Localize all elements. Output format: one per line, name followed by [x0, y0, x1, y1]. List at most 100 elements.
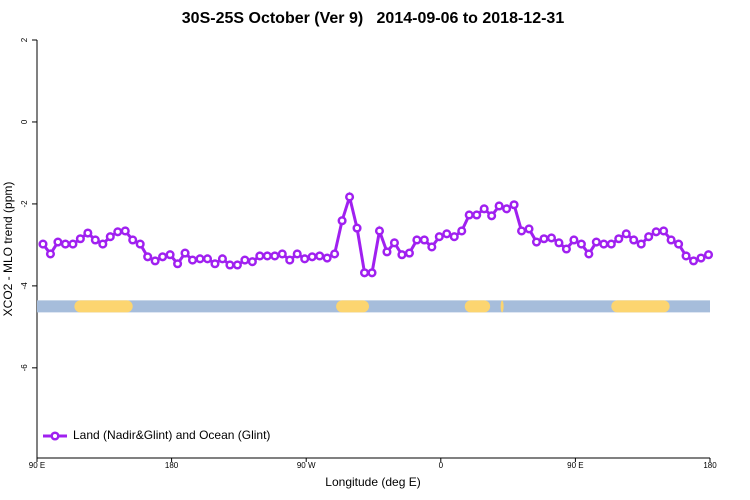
data-point	[479, 204, 489, 214]
data-point	[292, 249, 302, 259]
data-point	[539, 234, 549, 244]
data-point	[389, 238, 399, 248]
x-tick-label: 180	[703, 461, 717, 470]
data-point	[165, 250, 175, 260]
y-tick-label: 2	[20, 37, 29, 42]
legend-marker	[50, 431, 60, 441]
data-point	[53, 237, 63, 247]
y-tick-label: -4	[20, 282, 29, 290]
data-point	[599, 239, 609, 249]
x-tick-label: 180	[165, 461, 179, 470]
data-point	[554, 238, 564, 248]
data-point	[60, 239, 70, 249]
data-point	[374, 226, 385, 236]
data-point	[150, 256, 160, 266]
data-point	[696, 253, 706, 263]
y-tick-label: -6	[20, 364, 29, 372]
data-point	[517, 226, 527, 236]
data-point	[98, 239, 108, 249]
data-point	[674, 239, 684, 249]
data-point	[270, 251, 280, 261]
y-tick-label: -2	[20, 200, 29, 208]
data-point	[584, 249, 594, 259]
data-point	[636, 239, 646, 249]
data-point	[38, 239, 48, 249]
data-point	[45, 249, 56, 259]
data-point	[412, 235, 422, 245]
data-point	[419, 235, 429, 245]
data-point	[262, 251, 272, 261]
data-point	[606, 239, 616, 249]
data-point	[681, 251, 691, 261]
data-point	[629, 235, 639, 245]
data-point	[143, 252, 153, 262]
data-point	[546, 233, 557, 243]
data-point	[688, 256, 699, 266]
data-point	[135, 239, 145, 249]
data-point	[703, 250, 714, 260]
data-point	[210, 259, 220, 269]
y-tick-label: 0	[20, 119, 29, 124]
data-point	[382, 247, 392, 257]
data-point	[487, 211, 497, 221]
data-point	[651, 227, 661, 237]
data-point	[621, 229, 631, 239]
data-point	[561, 244, 571, 254]
data-point	[494, 201, 504, 211]
land-segment	[464, 300, 491, 313]
x-tick-label: 90 E	[567, 461, 583, 470]
data-point	[397, 250, 407, 260]
data-point	[83, 228, 93, 238]
data-point	[113, 227, 123, 237]
data-point	[345, 192, 355, 202]
series-line	[41, 191, 710, 275]
data-point	[128, 235, 138, 245]
data-point	[68, 239, 78, 249]
data-point	[225, 260, 235, 270]
data-point	[232, 260, 242, 270]
data-point	[247, 257, 257, 267]
chart-title: 30S-25S October (Ver 9) 2014-09-06 to 20…	[182, 10, 565, 27]
data-point	[427, 242, 437, 252]
data-point	[255, 251, 265, 261]
data-point	[359, 268, 370, 278]
data-point	[464, 210, 474, 220]
data-point	[120, 226, 130, 236]
x-tick-label: 0	[439, 461, 444, 470]
data-point	[158, 252, 168, 262]
data-point	[644, 232, 654, 242]
data-point	[202, 254, 213, 264]
data-point	[173, 259, 183, 269]
data-point	[322, 253, 332, 263]
data-point	[442, 229, 452, 239]
data-point	[352, 223, 362, 233]
data-point	[576, 239, 586, 249]
data-point	[277, 249, 287, 259]
data-point	[569, 235, 579, 245]
data-point	[434, 232, 444, 242]
data-point	[330, 249, 340, 259]
data-point	[240, 255, 250, 265]
data-point	[195, 254, 205, 264]
data-point	[614, 234, 624, 244]
ocean-band	[37, 300, 710, 313]
land-segment	[611, 300, 670, 313]
data-point	[105, 232, 115, 242]
data-point	[659, 226, 669, 236]
land-segment	[500, 300, 504, 313]
data-point	[524, 224, 534, 234]
data-point	[449, 232, 459, 242]
data-point	[285, 255, 295, 265]
data-point	[531, 237, 542, 247]
data-point	[367, 268, 377, 278]
data-point	[502, 204, 512, 214]
data-point	[509, 200, 519, 210]
x-axis-title: Longitude (deg E)	[325, 475, 420, 489]
data-point	[217, 254, 227, 264]
data-point	[315, 251, 325, 261]
x-tick-label: 90 E	[29, 461, 45, 470]
data-point	[591, 237, 601, 247]
data-point	[404, 248, 414, 258]
data-point	[457, 226, 467, 236]
